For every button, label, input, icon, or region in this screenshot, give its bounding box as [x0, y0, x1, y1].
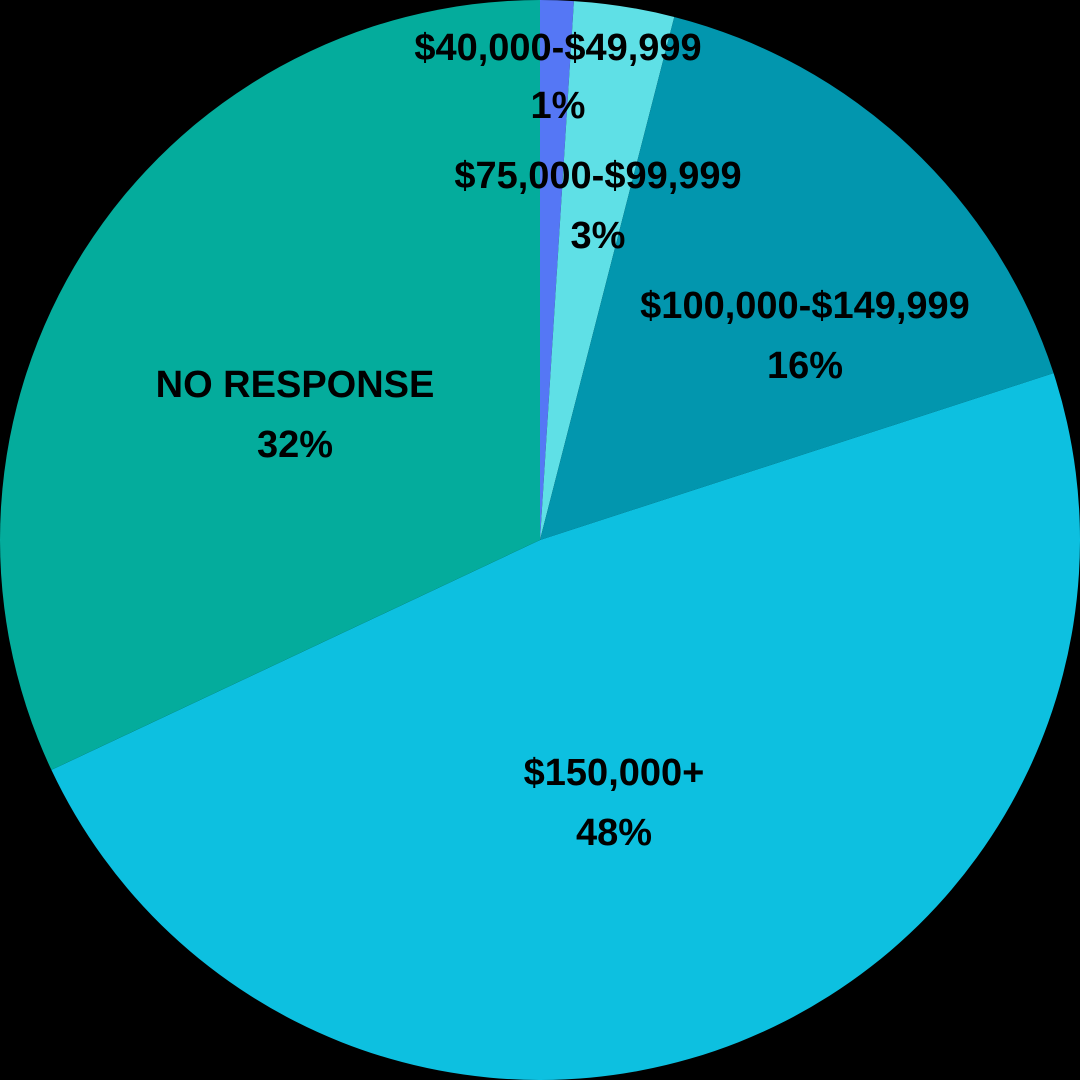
slice-value-label-2: 16%: [767, 345, 843, 387]
pie-slice-0: [540, 0, 574, 540]
slice-value-label-0: 1%: [531, 85, 586, 127]
slice-label-1: $75,000-$99,999: [454, 155, 741, 197]
pie-slice-4: [0, 0, 540, 770]
slice-label-3: $150,000+: [524, 752, 705, 794]
slice-label-4: NO RESPONSE: [156, 364, 435, 406]
pie-labels: $40,000-$49,999 1% $75,000-$99,999 3% $100,0…: [156, 27, 970, 854]
slice-label-2: $100,000-$149,999: [640, 285, 970, 327]
pie-slice-3: [51, 373, 1080, 1080]
slice-value-label-4: 32%: [257, 424, 333, 466]
pie-slice-1: [540, 1, 675, 541]
pie-slice-2: [540, 16, 1054, 541]
slice-value-label-3: 48%: [576, 812, 652, 854]
slice-value-label-1: 3%: [571, 215, 626, 257]
slice-label-0: $40,000-$49,999: [414, 27, 701, 69]
